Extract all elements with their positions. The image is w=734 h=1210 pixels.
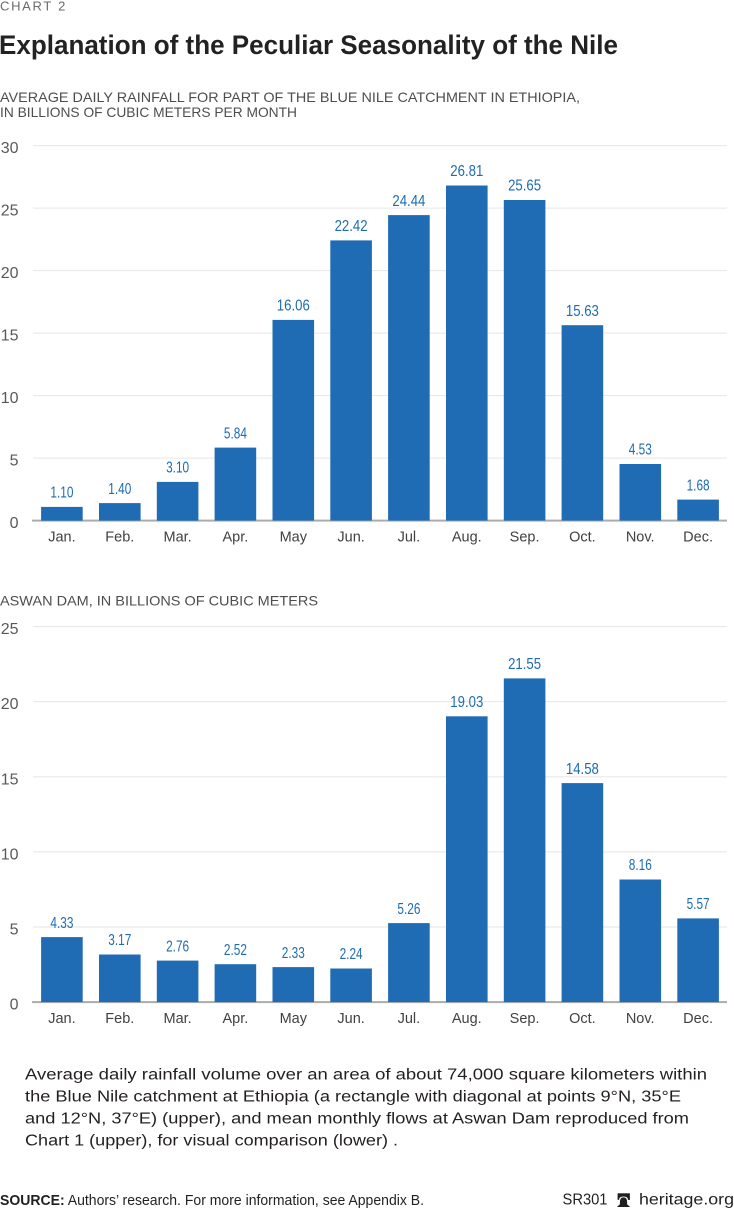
- svg-text:24.44: 24.44: [392, 193, 425, 210]
- svg-text:Jun.: Jun.: [337, 530, 364, 546]
- svg-text:Oct.: Oct.: [569, 530, 596, 546]
- svg-text:20: 20: [1, 265, 19, 282]
- svg-text:SOURCE: Authors’ research. For: SOURCE: Authors’ research. For more info…: [0, 1192, 424, 1209]
- svg-text:22.42: 22.42: [335, 218, 368, 235]
- svg-text:CHART 2: CHART 2: [0, 0, 67, 13]
- svg-text:Sep.: Sep.: [510, 530, 540, 546]
- svg-text:3.10: 3.10: [166, 460, 189, 477]
- svg-text:5: 5: [10, 453, 19, 470]
- svg-text:2.76: 2.76: [166, 938, 189, 955]
- svg-text:4.53: 4.53: [629, 442, 652, 459]
- svg-text:30: 30: [1, 140, 19, 157]
- svg-text:21.55: 21.55: [508, 656, 541, 673]
- svg-text:5.57: 5.57: [687, 896, 710, 913]
- svg-text:2.33: 2.33: [282, 945, 305, 962]
- svg-text:19.03: 19.03: [450, 694, 483, 711]
- svg-text:Dec.: Dec.: [683, 1011, 713, 1027]
- svg-text:26.81: 26.81: [450, 163, 483, 180]
- svg-text:1.68: 1.68: [687, 477, 710, 494]
- svg-text:0: 0: [10, 515, 19, 532]
- svg-text:May: May: [280, 530, 308, 546]
- svg-text:Mar.: Mar.: [163, 530, 191, 546]
- svg-text:25: 25: [1, 203, 19, 220]
- svg-text:Apr.: Apr.: [223, 530, 249, 546]
- svg-text:Nov.: Nov.: [626, 1011, 655, 1027]
- svg-text:Aug.: Aug.: [452, 530, 482, 546]
- svg-text:15: 15: [1, 328, 19, 345]
- svg-text:10: 10: [1, 846, 19, 863]
- svg-text:Aug.: Aug.: [452, 1011, 482, 1027]
- svg-text:2.24: 2.24: [340, 946, 363, 963]
- svg-text:Dec.: Dec.: [683, 530, 713, 546]
- svg-text:Mar.: Mar.: [163, 1011, 191, 1027]
- svg-text:5.84: 5.84: [224, 425, 247, 442]
- svg-text:20: 20: [1, 696, 19, 713]
- svg-text:Jul.: Jul.: [398, 1011, 421, 1027]
- svg-text:Sep.: Sep.: [510, 1011, 540, 1027]
- svg-text:15: 15: [1, 771, 19, 788]
- svg-text:AVERAGE DAILY RAINFALL FOR PAR: AVERAGE DAILY RAINFALL FOR PART OF THE B…: [0, 89, 580, 105]
- svg-text:heritage.org: heritage.org: [639, 1192, 734, 1209]
- svg-text:Feb.: Feb.: [105, 530, 134, 546]
- svg-text:Feb.: Feb.: [105, 1011, 134, 1027]
- svg-text:Apr.: Apr.: [223, 1011, 249, 1027]
- svg-text:IN BILLIONS OF CUBIC METERS PE: IN BILLIONS OF CUBIC METERS PER MONTH: [0, 104, 297, 120]
- svg-text:5.26: 5.26: [397, 901, 420, 918]
- svg-text:Chart 1 (upper), for visual co: Chart 1 (upper), for visual comparison (…: [25, 1132, 398, 1149]
- svg-text:5: 5: [10, 922, 19, 939]
- svg-text:25.65: 25.65: [508, 178, 541, 195]
- svg-text:the Blue Nile catchment at Eth: the Blue Nile catchment at Ethiopia (a r…: [25, 1088, 681, 1105]
- svg-text:16.06: 16.06: [277, 298, 310, 315]
- svg-text:Jan.: Jan.: [48, 530, 75, 546]
- svg-text:Jan.: Jan.: [48, 1011, 75, 1027]
- svg-text:Nov.: Nov.: [626, 530, 655, 546]
- svg-text:ASWAN DAM, IN BILLIONS OF CUBI: ASWAN DAM, IN BILLIONS OF CUBIC METERS: [0, 592, 318, 608]
- svg-text:and 12°N, 37°E) (upper), and m: and 12°N, 37°E) (upper), and mean monthl…: [25, 1110, 689, 1127]
- svg-text:25: 25: [1, 621, 19, 638]
- svg-text:May: May: [280, 1011, 308, 1027]
- svg-text:8.16: 8.16: [629, 857, 652, 874]
- svg-text:4.33: 4.33: [50, 915, 73, 932]
- svg-text:2.52: 2.52: [224, 942, 247, 959]
- svg-text:0: 0: [10, 997, 19, 1014]
- svg-text:15.63: 15.63: [566, 303, 599, 320]
- svg-text:14.58: 14.58: [566, 761, 599, 778]
- svg-text:Oct.: Oct.: [569, 1011, 596, 1027]
- svg-text:3.17: 3.17: [108, 932, 131, 949]
- svg-text:1.40: 1.40: [108, 481, 131, 498]
- svg-text:Jul.: Jul.: [398, 530, 421, 546]
- svg-text:Explanation of the Peculiar Se: Explanation of the Peculiar Seasonality …: [0, 30, 618, 60]
- svg-text:10: 10: [1, 390, 19, 407]
- svg-text:Average daily rainfall volume: Average daily rainfall volume over an ar…: [25, 1066, 707, 1083]
- svg-text:SR301: SR301: [563, 1192, 608, 1209]
- svg-text:1.10: 1.10: [50, 485, 73, 502]
- svg-text:Jun.: Jun.: [337, 1011, 364, 1027]
